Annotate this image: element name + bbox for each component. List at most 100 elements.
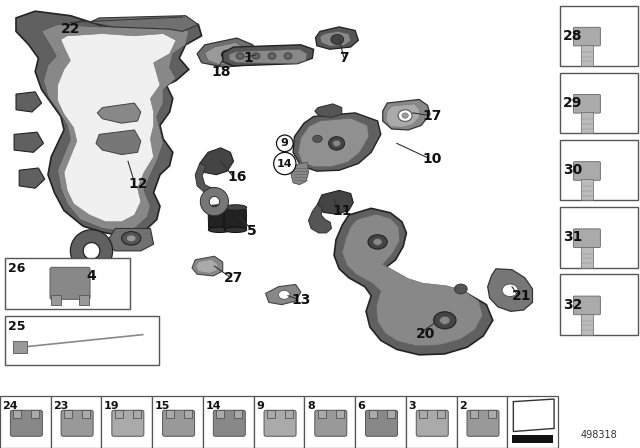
Polygon shape — [320, 31, 351, 46]
Polygon shape — [205, 43, 246, 65]
Bar — [0, 396, 51, 448]
Text: 23: 23 — [53, 401, 68, 411]
Text: 8: 8 — [307, 401, 315, 411]
Bar — [31, 410, 40, 418]
Bar — [581, 314, 593, 335]
Bar — [115, 410, 123, 418]
Bar — [13, 341, 27, 353]
Ellipse shape — [252, 53, 260, 59]
FancyBboxPatch shape — [416, 410, 448, 436]
Text: 32: 32 — [563, 297, 582, 312]
FancyBboxPatch shape — [365, 410, 397, 436]
FancyBboxPatch shape — [264, 410, 296, 436]
Polygon shape — [316, 27, 358, 49]
Polygon shape — [298, 118, 369, 167]
Bar — [51, 295, 61, 306]
Polygon shape — [208, 206, 230, 231]
Text: 16: 16 — [227, 170, 246, 184]
Ellipse shape — [278, 290, 290, 299]
Polygon shape — [14, 132, 44, 152]
Text: 26: 26 — [8, 262, 25, 275]
Text: 5: 5 — [246, 224, 256, 238]
Bar — [419, 410, 428, 418]
Polygon shape — [334, 208, 493, 355]
Ellipse shape — [331, 34, 344, 44]
Text: 13: 13 — [291, 293, 310, 307]
Text: 15: 15 — [155, 401, 170, 411]
FancyBboxPatch shape — [467, 410, 499, 436]
Ellipse shape — [127, 235, 136, 242]
Ellipse shape — [225, 52, 230, 57]
Text: 22: 22 — [61, 22, 80, 36]
Bar — [253, 396, 305, 448]
Text: 28: 28 — [563, 29, 582, 43]
Polygon shape — [266, 284, 301, 305]
Text: 2: 2 — [459, 401, 467, 411]
Bar — [203, 396, 253, 448]
Polygon shape — [223, 45, 314, 66]
FancyBboxPatch shape — [573, 296, 600, 314]
Polygon shape — [195, 164, 218, 194]
Text: 21: 21 — [512, 289, 531, 303]
FancyBboxPatch shape — [315, 410, 347, 436]
Polygon shape — [106, 228, 154, 251]
Polygon shape — [192, 256, 223, 276]
Text: 27: 27 — [224, 271, 243, 285]
Bar — [216, 410, 225, 418]
Ellipse shape — [225, 227, 247, 233]
Text: 19: 19 — [104, 401, 120, 411]
Ellipse shape — [329, 137, 344, 150]
Text: 11: 11 — [333, 203, 352, 218]
Text: 29: 29 — [563, 96, 582, 110]
Text: 6: 6 — [358, 401, 365, 411]
Bar — [64, 410, 72, 418]
Bar — [513, 435, 553, 443]
Text: 4: 4 — [86, 268, 97, 283]
Bar — [184, 410, 191, 418]
FancyBboxPatch shape — [573, 162, 600, 180]
Polygon shape — [97, 103, 141, 123]
Text: 9: 9 — [256, 401, 264, 411]
Polygon shape — [96, 130, 141, 155]
Bar — [305, 396, 355, 448]
Polygon shape — [16, 11, 202, 235]
Text: 498318: 498318 — [580, 430, 618, 440]
Bar — [560, 207, 638, 267]
Bar — [581, 112, 593, 134]
Text: 17: 17 — [422, 109, 442, 124]
Wedge shape — [200, 188, 228, 215]
Ellipse shape — [122, 232, 141, 245]
Bar — [355, 396, 406, 448]
Polygon shape — [16, 92, 42, 112]
Bar — [456, 396, 508, 448]
Text: 9: 9 — [281, 138, 289, 148]
Polygon shape — [488, 269, 532, 311]
Bar — [560, 140, 638, 201]
FancyBboxPatch shape — [213, 410, 245, 436]
Text: 24: 24 — [3, 401, 18, 411]
Polygon shape — [383, 99, 430, 130]
Bar — [152, 396, 203, 448]
Polygon shape — [196, 259, 218, 273]
Polygon shape — [342, 214, 483, 346]
Ellipse shape — [454, 284, 467, 294]
Text: 1: 1 — [243, 51, 253, 65]
Ellipse shape — [368, 235, 387, 249]
Text: 20: 20 — [416, 327, 435, 341]
Polygon shape — [229, 49, 307, 64]
Ellipse shape — [402, 113, 408, 118]
Polygon shape — [58, 34, 176, 222]
Ellipse shape — [225, 205, 247, 210]
Bar — [387, 410, 394, 418]
Text: 31: 31 — [563, 230, 582, 245]
FancyBboxPatch shape — [10, 410, 42, 436]
FancyBboxPatch shape — [112, 410, 144, 436]
Polygon shape — [42, 22, 189, 231]
Bar — [437, 410, 445, 418]
Ellipse shape — [236, 53, 244, 59]
FancyBboxPatch shape — [573, 27, 600, 46]
FancyBboxPatch shape — [61, 410, 93, 436]
Ellipse shape — [502, 284, 518, 297]
Bar — [369, 410, 376, 418]
Ellipse shape — [373, 238, 382, 246]
